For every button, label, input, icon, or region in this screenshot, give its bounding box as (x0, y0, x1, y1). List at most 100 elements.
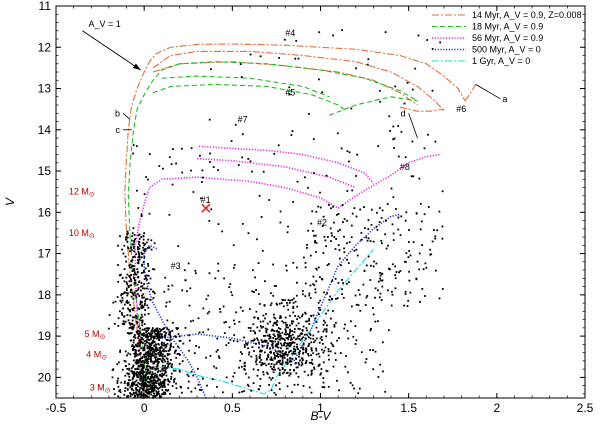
star-point (277, 327, 280, 329)
object-label: #7 (238, 114, 248, 124)
star-point (172, 346, 175, 348)
star-points (108, 29, 444, 399)
star-point (127, 381, 130, 384)
star-point (262, 320, 265, 323)
star-point (353, 387, 356, 390)
star-point (379, 207, 381, 209)
star-point (117, 317, 120, 320)
star-point (141, 304, 143, 307)
star-point (150, 347, 153, 350)
star-point (178, 370, 181, 373)
x-tick-label: 0.5 (224, 401, 241, 415)
star-point (130, 246, 132, 249)
star-point (161, 361, 164, 364)
star-point (142, 392, 145, 395)
star-point (298, 355, 300, 358)
star-point (388, 267, 390, 270)
star-point (169, 362, 171, 365)
star-point (171, 183, 174, 186)
star-point (217, 355, 220, 358)
star-point (149, 347, 152, 350)
star-point (278, 360, 281, 363)
star-point (370, 327, 372, 330)
star-point (146, 396, 149, 399)
star-point (146, 352, 149, 355)
star-point (162, 369, 165, 372)
star-point (144, 389, 147, 392)
star-point (130, 339, 133, 342)
star-point (143, 374, 145, 377)
star-point (129, 276, 131, 279)
star-point (145, 391, 148, 394)
star-point (157, 331, 160, 333)
star-point (339, 228, 341, 231)
star-point (128, 363, 131, 366)
star-point (374, 287, 377, 290)
star-point (119, 310, 121, 313)
star-point (327, 354, 330, 357)
star-point (128, 375, 131, 378)
star-point (315, 241, 318, 244)
star-point (153, 292, 156, 295)
star-point (132, 298, 135, 300)
star-point (277, 360, 280, 362)
star-point (285, 326, 288, 328)
star-point (150, 335, 153, 338)
star-point (229, 339, 232, 341)
star-point (374, 296, 376, 299)
star-point (140, 251, 143, 254)
star-point (144, 361, 146, 364)
star-point (217, 262, 220, 265)
star-point (270, 292, 272, 295)
star-point (192, 374, 195, 377)
star-point (280, 347, 282, 350)
star-point (142, 249, 145, 252)
star-point (267, 353, 270, 356)
star-point (392, 196, 395, 199)
star-point (143, 248, 146, 251)
star-point (132, 389, 135, 392)
star-point (412, 241, 415, 244)
star-point (349, 382, 352, 384)
star-point (173, 369, 175, 372)
star-point (161, 333, 163, 336)
star-point (303, 370, 306, 373)
star-point (167, 363, 170, 366)
star-point (287, 326, 289, 329)
star-point (150, 349, 152, 352)
star-point (245, 342, 247, 345)
star-point (155, 332, 158, 335)
star-point (279, 359, 281, 362)
star-point (278, 382, 281, 384)
star-point (141, 357, 143, 359)
star-point (147, 246, 149, 249)
star-point (163, 342, 165, 345)
star-point (139, 303, 142, 306)
star-point (239, 351, 242, 353)
star-point (268, 376, 271, 379)
star-point (301, 315, 303, 318)
star-point (137, 362, 140, 364)
star-point (161, 389, 164, 391)
star-point (392, 138, 394, 141)
star-point (227, 342, 230, 344)
star-point (287, 299, 290, 301)
star-point (338, 337, 340, 339)
star-point (330, 232, 333, 235)
star-point (130, 284, 133, 287)
star-point (289, 330, 291, 333)
star-point (124, 390, 126, 392)
isochrone-3-segment-1 (161, 333, 295, 362)
star-point (269, 304, 272, 307)
star-point (338, 257, 341, 260)
star-point (441, 190, 444, 193)
star-point (419, 228, 422, 231)
star-point (164, 276, 167, 279)
legend-label: 56 Myr, A_V = 0.9 (472, 33, 543, 43)
star-point (275, 302, 278, 305)
star-point (253, 291, 255, 293)
star-point (140, 393, 142, 395)
star-point (156, 387, 158, 389)
star-point (328, 204, 330, 206)
star-point (355, 67, 357, 70)
